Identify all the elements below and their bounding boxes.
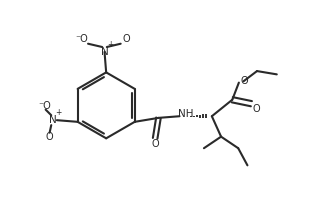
Text: ⁻O: ⁻O: [76, 34, 88, 45]
Text: N: N: [49, 115, 57, 125]
Text: O: O: [241, 76, 249, 86]
Text: O: O: [253, 104, 260, 114]
Text: O: O: [122, 34, 130, 45]
Text: +: +: [55, 108, 62, 117]
Text: O: O: [45, 132, 53, 142]
Text: ⁻O: ⁻O: [38, 101, 51, 111]
Text: NH: NH: [178, 109, 193, 119]
Text: O: O: [151, 139, 159, 149]
Text: N: N: [101, 47, 108, 57]
Text: +: +: [107, 40, 113, 49]
